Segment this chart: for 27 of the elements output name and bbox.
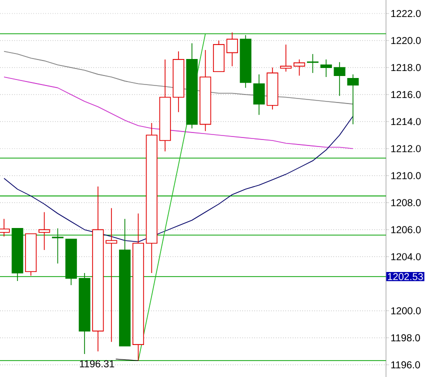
candlestick bbox=[294, 59, 306, 76]
candlestick bbox=[52, 228, 64, 264]
y-tick-label: 1222.0 bbox=[391, 10, 421, 18]
y-tick-label: 1204.0 bbox=[391, 253, 421, 260]
candlestick bbox=[226, 32, 238, 67]
y-tick-label: 1200.0 bbox=[391, 307, 421, 314]
annotation: 1196.31 bbox=[80, 360, 114, 368]
ref-line-label: 1202.53 bbox=[388, 273, 423, 280]
y-tick-label: 1220.0 bbox=[391, 36, 421, 44]
y-tick-label: 1206.0 bbox=[391, 226, 421, 234]
candlestick bbox=[280, 44, 292, 72]
candlestick bbox=[320, 59, 332, 78]
candlestick bbox=[347, 74, 359, 125]
y-tick-label: 1210.0 bbox=[391, 172, 421, 180]
candlestick bbox=[334, 62, 346, 96]
y-tick-label: 1218.0 bbox=[391, 64, 421, 72]
y-tick-label: 1212.0 bbox=[391, 145, 421, 152]
candlestick bbox=[253, 74, 265, 116]
y-tick-label: 1214.0 bbox=[391, 118, 421, 126]
candlestick bbox=[306, 54, 318, 74]
line-series bbox=[4, 116, 354, 242]
y-tick-label: 1208.0 bbox=[391, 199, 421, 206]
candlestick bbox=[38, 212, 50, 250]
y-tick-label: 1216.0 bbox=[391, 91, 421, 98]
y-tick-label: 1196.0 bbox=[391, 361, 420, 368]
candlestick bbox=[106, 208, 118, 342]
y-tick-label: 1198.0 bbox=[391, 334, 420, 342]
